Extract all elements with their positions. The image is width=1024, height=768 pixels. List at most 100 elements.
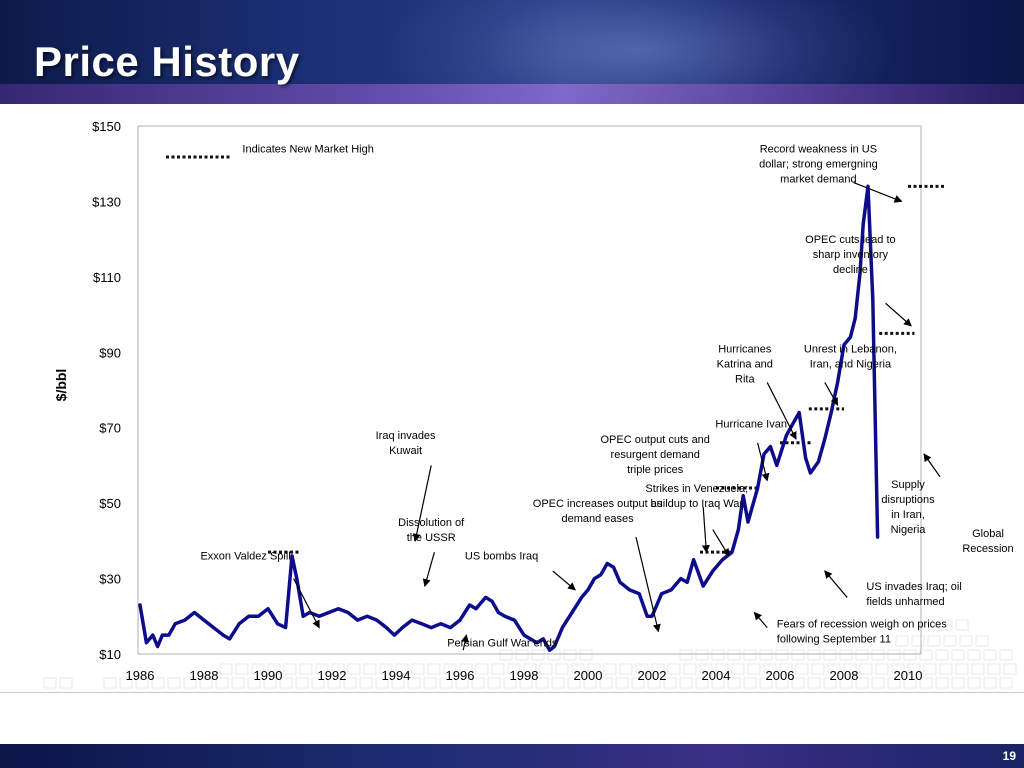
page-title: Price History bbox=[34, 38, 300, 85]
grid-cell bbox=[299, 663, 313, 675]
annotation-text: Persian Gulf War ends bbox=[447, 637, 558, 649]
grid-cell bbox=[183, 677, 197, 689]
annotation-arrow bbox=[422, 552, 435, 588]
grid-cell bbox=[603, 663, 617, 675]
grid-cell bbox=[823, 677, 837, 689]
grid-cell bbox=[859, 663, 873, 675]
grid-cell bbox=[791, 649, 805, 661]
grid-cell bbox=[43, 677, 57, 689]
grid-cell bbox=[647, 677, 661, 689]
x-tick-label: 2008 bbox=[830, 668, 859, 683]
grid-cell bbox=[679, 677, 693, 689]
grid-cell bbox=[939, 619, 953, 631]
annotation-arrow bbox=[757, 442, 770, 482]
grid-cell bbox=[823, 649, 837, 661]
grid-cell bbox=[599, 677, 613, 689]
x-tick-label: 1990 bbox=[254, 668, 283, 683]
grid-cell bbox=[975, 635, 989, 647]
grid-cell bbox=[743, 677, 757, 689]
annotation-arrow bbox=[824, 382, 839, 406]
grid-cell bbox=[499, 649, 513, 661]
grid-cell bbox=[935, 649, 949, 661]
grid-cell bbox=[919, 649, 933, 661]
grid-cell bbox=[943, 635, 957, 647]
grid-cell bbox=[775, 677, 789, 689]
grid-cell bbox=[219, 663, 233, 675]
grid-cell bbox=[359, 677, 373, 689]
grid-cell bbox=[247, 677, 261, 689]
grid-cell bbox=[423, 677, 437, 689]
grid-cell bbox=[807, 649, 821, 661]
grid-cell bbox=[571, 663, 585, 675]
grid-cell bbox=[391, 677, 405, 689]
annotation-text: Iraq invades Kuwait bbox=[376, 430, 436, 457]
grid-cell bbox=[711, 677, 725, 689]
grid-cell bbox=[619, 663, 633, 675]
grid-cell bbox=[531, 649, 545, 661]
grid-cell bbox=[999, 649, 1013, 661]
grid-cell bbox=[523, 663, 537, 675]
grid-cell bbox=[699, 663, 713, 675]
grid-cell bbox=[811, 663, 825, 675]
y-tick-label: $90 bbox=[99, 345, 121, 360]
grid-cell bbox=[475, 663, 489, 675]
annotation-arrow bbox=[923, 453, 941, 478]
grid-cell bbox=[715, 663, 729, 675]
annotation-arrow bbox=[635, 536, 661, 633]
grid-cell bbox=[119, 677, 133, 689]
x-tick-label: 1988 bbox=[190, 668, 219, 683]
grid-cell bbox=[311, 677, 325, 689]
grid-cell bbox=[759, 649, 773, 661]
grid-cell bbox=[199, 677, 213, 689]
grid-cell bbox=[551, 677, 565, 689]
grid-cell bbox=[727, 677, 741, 689]
grid-cell bbox=[59, 677, 73, 689]
grid-cell bbox=[135, 677, 149, 689]
grid-cell bbox=[871, 649, 885, 661]
y-axis-label: $/bbl bbox=[53, 369, 69, 402]
grid-cell bbox=[907, 663, 921, 675]
y-tick-label: $30 bbox=[99, 572, 121, 587]
annotation-text: Hurricanes Katrina and Rita bbox=[717, 343, 773, 385]
grid-cell bbox=[231, 677, 245, 689]
grid-cell bbox=[927, 635, 941, 647]
annotation-text: Unrest in Lebanon, Iran, and Nigeria bbox=[804, 343, 897, 370]
grid-cell bbox=[347, 663, 361, 675]
grid-cell bbox=[343, 677, 357, 689]
annotation-arrow bbox=[412, 465, 432, 542]
grid-cell bbox=[871, 677, 885, 689]
annotation-text: Supply disruptions in Iran, Nigeria bbox=[881, 479, 935, 536]
grid-cell bbox=[695, 649, 709, 661]
grid-cell bbox=[471, 677, 485, 689]
grid-cell bbox=[839, 677, 853, 689]
grid-cell bbox=[919, 677, 933, 689]
annotation-text: Dissolution of the USSR bbox=[398, 517, 465, 544]
grid-cell bbox=[331, 663, 345, 675]
annotation-text: OPEC output cuts and resurgent demand trip… bbox=[600, 434, 709, 476]
grid-cell bbox=[631, 677, 645, 689]
y-tick-label: $150 bbox=[92, 119, 121, 134]
annotation-text: Record weakness in US dollar; strong emer… bbox=[759, 143, 878, 185]
grid-cell bbox=[539, 663, 553, 675]
grid-cell bbox=[587, 663, 601, 675]
grid-cell bbox=[779, 663, 793, 675]
grid-cell bbox=[251, 663, 265, 675]
annotation-text: US invades Iraq; oil fields unharmed bbox=[866, 581, 961, 608]
grid-cell bbox=[727, 649, 741, 661]
slide-header: Price History bbox=[0, 0, 1024, 104]
new-high-markers bbox=[166, 155, 947, 554]
grid-cell bbox=[555, 663, 569, 675]
grid-cell bbox=[103, 677, 117, 689]
grid-cell bbox=[999, 677, 1013, 689]
slide-footer: 19 bbox=[0, 744, 1024, 768]
grid-cell bbox=[283, 663, 297, 675]
grid-cell bbox=[887, 649, 901, 661]
grid-cell bbox=[795, 663, 809, 675]
x-tick-label: 2006 bbox=[766, 668, 795, 683]
grid-cell bbox=[695, 677, 709, 689]
annotation-text: OPEC cuts lead to sharp inventory decline bbox=[805, 234, 896, 276]
grid-cell bbox=[855, 677, 869, 689]
x-axis: 1986 1988 1990 1992 1994 1996 1998 2000 2002 2004… bbox=[126, 668, 923, 683]
grid-cell bbox=[983, 649, 997, 661]
grid-cell bbox=[683, 663, 697, 675]
